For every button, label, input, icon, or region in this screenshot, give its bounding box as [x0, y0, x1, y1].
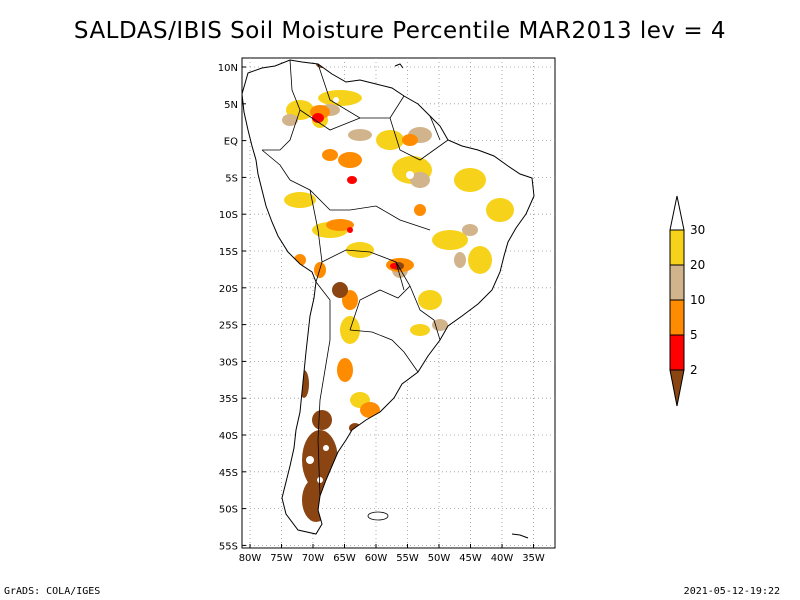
tick-label-lon-75W: 75W: [270, 553, 293, 564]
legend: 30 20 10 5 2: [669, 195, 705, 407]
legend-label-20: 20: [690, 258, 705, 272]
falkland-islands: [367, 511, 389, 521]
legend-bottom-triangle: [669, 369, 685, 407]
class-5-10-patches: [294, 105, 426, 418]
class-2-5-patches: [312, 113, 398, 269]
country-borders: [261, 59, 449, 497]
tick-label-lat-40S: 40S: [219, 431, 238, 442]
tick-label-lat-25S: 25S: [219, 321, 238, 332]
tick-label-lat-50S: 50S: [219, 505, 238, 516]
footer-credit: GrADS: COLA/IGES: [4, 586, 101, 597]
tick-label-lon-80W: 80W: [239, 553, 262, 564]
legend-label-2: 2: [690, 363, 698, 377]
tick-label-lat-10N: 10N: [218, 63, 238, 74]
tick-label-lat-10S: 10S: [219, 210, 238, 221]
legend-label-10: 10: [690, 293, 705, 307]
tick-label-lon-45W: 45W: [459, 553, 482, 564]
tick-label-lat-20S: 20S: [219, 284, 238, 295]
tick-label-lat-30S: 30S: [219, 357, 238, 368]
legend-bin-10-20: [669, 264, 685, 301]
speckle-holes: [306, 97, 414, 483]
legend-label-30: 30: [690, 223, 705, 237]
map-title: SALDAS/IBIS Soil Moisture Percentile MAR…: [73, 18, 727, 44]
tick-label-lon-70W: 70W: [302, 553, 325, 564]
legend-bin-20-30: [669, 229, 685, 266]
longitude-ticks: 80W 75W 70W 65W 60W 55W 50W 45W 40W 35W: [239, 544, 545, 564]
south-georgia: [511, 533, 529, 539]
coastline: [241, 59, 535, 535]
tick-label-lat-5N: 5N: [224, 100, 238, 111]
trinidad: [394, 63, 404, 69]
tick-label-lat-45S: 45S: [219, 468, 238, 479]
latitude-ticks: 10N 5N EQ 5S 10S 15S 20S 25S 30S 35S 40S 45S 50S 55S: [218, 63, 246, 552]
legend-bin-5-10: [669, 299, 685, 336]
tick-label-lon-60W: 60W: [365, 553, 388, 564]
tick-label-lat-35S: 35S: [219, 394, 238, 405]
tick-label-lat-5S: 5S: [225, 173, 238, 184]
legend-top-triangle: [669, 195, 685, 231]
tick-label-lon-55W: 55W: [396, 553, 419, 564]
class-20-30-patches: [284, 90, 514, 408]
tick-label-lon-50W: 50W: [428, 553, 451, 564]
tick-label-lat-55S: 55S: [219, 541, 238, 552]
legend-bin-2-5: [669, 334, 685, 371]
legend-label-5: 5: [690, 328, 698, 342]
tick-label-lat-EQ: EQ: [224, 137, 238, 148]
tick-label-lat-15S: 15S: [219, 247, 238, 258]
tick-label-lon-65W: 65W: [333, 553, 356, 564]
tick-label-lon-40W: 40W: [491, 553, 514, 564]
tick-label-lon-35W: 35W: [522, 553, 545, 564]
footer-timestamp: 2021-05-12-19:22: [683, 586, 780, 597]
